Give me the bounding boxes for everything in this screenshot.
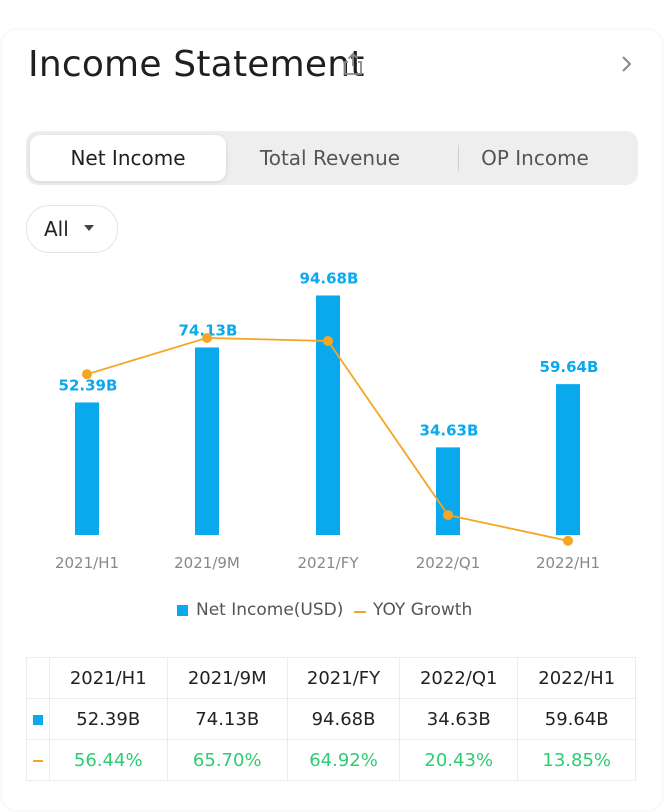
chart-x-tick-label: 2021/H1 — [55, 554, 119, 572]
table-corner-cell — [26, 657, 50, 699]
metric-tabs: Net Income Total Revenue OP Income — [26, 131, 638, 185]
table-cell: 65.70% — [166, 739, 288, 781]
chart-bar — [556, 384, 580, 535]
table-row-marker — [26, 739, 50, 781]
table-row-net-income: 52.39B 74.13B 94.68B 34.63B 59.64B — [26, 698, 636, 740]
share-icon[interactable] — [342, 52, 364, 76]
bar-marker-icon — [33, 714, 43, 725]
tab-total-revenue[interactable]: Total Revenue — [259, 146, 401, 170]
chart-data-label: 74.13B — [179, 321, 238, 339]
legend-bar-swatch — [177, 605, 188, 616]
tab-net-income[interactable]: Net Income — [30, 135, 226, 181]
table-header-cell: 2021/9M — [166, 657, 288, 699]
table-header-cell: 2021/H1 — [49, 657, 168, 699]
table-row-marker — [26, 698, 50, 740]
chart-bar — [75, 402, 99, 535]
table-cell: 56.44% — [49, 739, 168, 781]
table-header-cell: 2021/FY — [286, 657, 401, 699]
chart-data-label: 94.68B — [300, 270, 359, 287]
net-income-chart: 52.39B 74.13B 94.68B 34.63B 59.64B 2021/H1 202… — [55, 270, 600, 572]
table-cell: 64.92% — [286, 739, 401, 781]
chart-x-tick-label: 2022/Q1 — [416, 554, 481, 572]
table-cell: 34.63B — [399, 698, 519, 740]
table-header-cell: 2022/Q1 — [399, 657, 519, 699]
chart-line-point — [82, 369, 92, 380]
table-cell: 59.64B — [517, 698, 636, 740]
legend-line-swatch — [354, 611, 366, 613]
chart-line-point — [563, 535, 573, 546]
table-cell: 74.13B — [166, 698, 288, 740]
legend-line-label: YOY Growth — [373, 600, 473, 620]
table-header-row: 2021/H1 2021/9M 2021/FY 2022/Q1 2022/H1 — [26, 657, 636, 699]
chart-bar — [316, 295, 340, 535]
chevron-right-icon[interactable] — [612, 50, 640, 78]
tab-op-income[interactable]: OP Income — [481, 146, 589, 170]
table-row-yoy-growth: 56.44% 65.70% 64.92% 20.43% 13.85% — [26, 739, 636, 781]
chart-line-point — [202, 332, 212, 343]
period-filter-dropdown[interactable]: All — [26, 205, 118, 253]
income-table: 2021/H1 2021/9M 2021/FY 2022/Q1 2022/H1 … — [26, 657, 636, 781]
tab-divider — [458, 145, 459, 171]
period-filter-value: All — [44, 217, 69, 241]
chart-x-tick-label: 2021/FY — [297, 554, 359, 572]
legend-bar-label: Net Income(USD) — [196, 600, 344, 620]
chart-line-point — [443, 510, 453, 521]
chart-bar — [436, 447, 460, 535]
table-cell: 52.39B — [49, 698, 168, 740]
table-cell: 13.85% — [517, 739, 636, 781]
chart-x-tick-label: 2021/9M — [174, 554, 240, 572]
chart-bar — [195, 347, 219, 535]
table-cell: 20.43% — [399, 739, 519, 781]
page-title: Income Statement — [28, 44, 365, 85]
line-marker-icon — [33, 759, 43, 762]
table-cell: 94.68B — [286, 698, 401, 740]
chart-data-label: 34.63B — [420, 421, 479, 439]
chart-line-point — [323, 336, 333, 347]
chart-data-label: 59.64B — [540, 358, 599, 376]
table-header-cell: 2022/H1 — [517, 657, 636, 699]
caret-down-icon — [84, 225, 94, 231]
chart-data-label: 52.39B — [59, 376, 118, 394]
chart-x-tick-label: 2022/H1 — [536, 554, 600, 572]
